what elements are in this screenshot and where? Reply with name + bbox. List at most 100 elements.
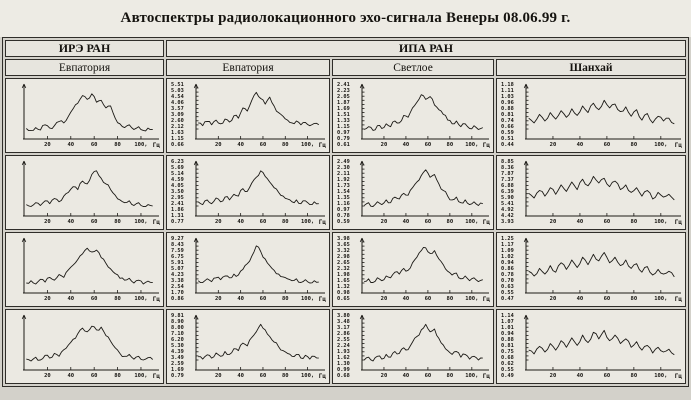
spectrum-cell: 3.80 3.48 3.17 2.86 2.55 2.24 1.93 1.62 1.30 0.99… — [332, 309, 494, 384]
spectrum-plot — [523, 83, 681, 140]
plot-area: 20 40 60 80 100, Гц — [18, 312, 160, 382]
x-tick-label: 100, — [134, 142, 148, 148]
y-axis-labels: 1.14 1.07 1.01 0.94 0.88 0.81 0.75 0.68 0.62 0.55… — [499, 312, 520, 382]
y-tick-label: 0.66 — [501, 124, 514, 130]
x-tick-label: 100, — [300, 373, 315, 379]
y-tick-label: 0.88 — [501, 337, 514, 343]
y-tick-label: 1.86 — [171, 207, 184, 213]
x-tick-label: 80 — [630, 296, 638, 302]
x-axis-labels: 20 40 60 80 100, Гц — [356, 218, 490, 228]
y-tick-label: 2.41 — [337, 82, 350, 88]
x-tick-label: 80 — [446, 219, 454, 225]
x-axis-labels: 20 40 60 80 100, Гц — [190, 141, 326, 151]
x-tick-label: 100, — [465, 373, 479, 379]
y-tick-label: 4.54 — [171, 94, 184, 100]
x-tick-label: 40 — [576, 296, 584, 302]
y-axis-labels: 6.23 5.69 5.14 4.59 4.05 3.50 2.95 2.41 1.86 1.31… — [169, 158, 190, 228]
x-axis-labels: 20 40 60 80 100, Гц — [356, 372, 490, 382]
x-tick-label: 20 — [549, 296, 557, 302]
y-tick-label: 1.65 — [337, 278, 350, 284]
x-tick-label: 80 — [630, 373, 638, 379]
y-tick-label: 0.88 — [501, 106, 514, 112]
y-tick-label: 2.98 — [337, 254, 350, 260]
x-tick-label: 60 — [90, 296, 98, 302]
x-axis-labels: 20 40 60 80 100, Гц — [18, 218, 160, 228]
x-axis-unit: Гц — [482, 373, 490, 380]
y-axis-labels: 3.98 3.65 3.32 2.98 2.65 2.32 1.98 1.65 1.32 0.98… — [335, 235, 356, 305]
spectrum-plot — [193, 237, 325, 294]
y-tick-label: 0.59 — [337, 219, 350, 225]
x-tick-label: 20 — [549, 373, 557, 379]
y-tick-label: 6.75 — [171, 254, 184, 260]
y-tick-label: 8.85 — [501, 159, 514, 165]
x-axis-labels: 20 40 60 80 100, Гц — [520, 295, 682, 305]
plot-area: 20 40 60 80 100, Гц — [190, 235, 326, 305]
plot-area: 20 40 60 80 100, Гц — [520, 312, 682, 382]
y-tick-label: 0.75 — [501, 349, 514, 355]
y-tick-label: 1.01 — [501, 325, 514, 331]
y-tick-label: 0.99 — [337, 367, 350, 373]
y-tick-label: 5.91 — [171, 260, 184, 266]
y-tick-label: 0.55 — [501, 367, 514, 373]
spectrum-plot — [523, 314, 681, 371]
y-tick-label: 0.62 — [501, 361, 514, 367]
y-tick-label: 1.98 — [337, 272, 350, 278]
spectrum-cell: 9.27 8.43 7.59 6.75 5.91 5.07 4.23 3.38 2.54 1.70… — [166, 232, 330, 307]
x-tick-label: 100, — [134, 296, 148, 302]
y-axis-labels: 2.49 2.30 2.11 1.92 1.73 1.54 1.35 1.16 0.97 0.78… — [335, 158, 356, 228]
y-tick-label: 8.43 — [171, 242, 184, 248]
x-tick-label: 100, — [465, 142, 479, 148]
y-tick-label: 5.51 — [171, 82, 184, 88]
x-tick-label: 20 — [380, 373, 388, 379]
y-tick-label: 6.39 — [501, 189, 514, 195]
org-header-ipa-ran: ИПА РАН — [166, 40, 686, 57]
y-tick-label: 1.07 — [501, 319, 514, 325]
x-tick-label: 20 — [549, 219, 557, 225]
spectrum-cell: 20 40 60 80 100, Гц — [5, 78, 164, 153]
x-axis-labels: 20 40 60 80 100, Гц — [190, 295, 326, 305]
x-axis-labels: 20 40 60 80 100, Гц — [520, 218, 682, 228]
y-tick-label: 2.32 — [337, 266, 350, 272]
x-tick-label: 20 — [215, 296, 222, 302]
y-tick-label: 2.11 — [337, 171, 350, 177]
x-tick-label: 60 — [424, 142, 432, 148]
x-tick-label: 40 — [237, 219, 244, 225]
y-tick-label: 1.51 — [337, 112, 350, 118]
x-tick-label: 40 — [237, 296, 244, 302]
y-tick-label: 3.38 — [171, 278, 184, 284]
y-tick-label: 9.81 — [171, 313, 184, 319]
site-header-evpatoria-2: Евпатория — [166, 59, 330, 76]
y-tick-label: 0.63 — [501, 284, 514, 290]
spectrum-plot — [359, 160, 489, 217]
x-tick-label: 60 — [90, 373, 98, 379]
x-tick-label: 40 — [237, 373, 244, 379]
x-tick-label: 100, — [465, 219, 479, 225]
x-tick-label: 60 — [424, 219, 432, 225]
x-tick-label: 20 — [380, 219, 388, 225]
x-axis-unit: Гц — [318, 296, 326, 303]
y-tick-label: 3.48 — [337, 319, 350, 325]
plot-area: 20 40 60 80 100, Гц — [18, 235, 160, 305]
y-axis-labels — [8, 81, 18, 151]
y-tick-label: 1.16 — [337, 201, 350, 207]
y-tick-label: 1.70 — [171, 290, 184, 296]
x-axis-labels: 20 40 60 80 100, Гц — [520, 372, 682, 382]
y-axis-labels — [8, 312, 18, 382]
y-tick-label: 2.23 — [337, 88, 350, 94]
spectra-table: ИРЭ РАН ИПА РАН Евпатория Евпатория Свет… — [2, 37, 689, 387]
x-tick-label: 80 — [281, 142, 289, 148]
y-tick-label: 1.03 — [501, 94, 514, 100]
y-tick-label: 2.55 — [337, 337, 350, 343]
y-tick-label: 5.30 — [171, 343, 184, 349]
x-tick-label: 80 — [446, 296, 454, 302]
y-tick-label: 3.65 — [337, 242, 350, 248]
title-band: Автоспектры радиолокационного эхо-сигнал… — [0, 0, 691, 37]
y-tick-label: 2.86 — [337, 331, 350, 337]
y-tick-label: 1.30 — [337, 361, 350, 367]
y-tick-label: 0.86 — [171, 296, 184, 302]
plot-area: 20 40 60 80 100, Гц — [190, 158, 326, 228]
y-tick-label: 6.20 — [171, 337, 184, 343]
y-axis-labels — [8, 235, 18, 305]
x-axis-unit: Гц — [152, 219, 160, 226]
y-tick-label: 0.81 — [501, 112, 514, 118]
